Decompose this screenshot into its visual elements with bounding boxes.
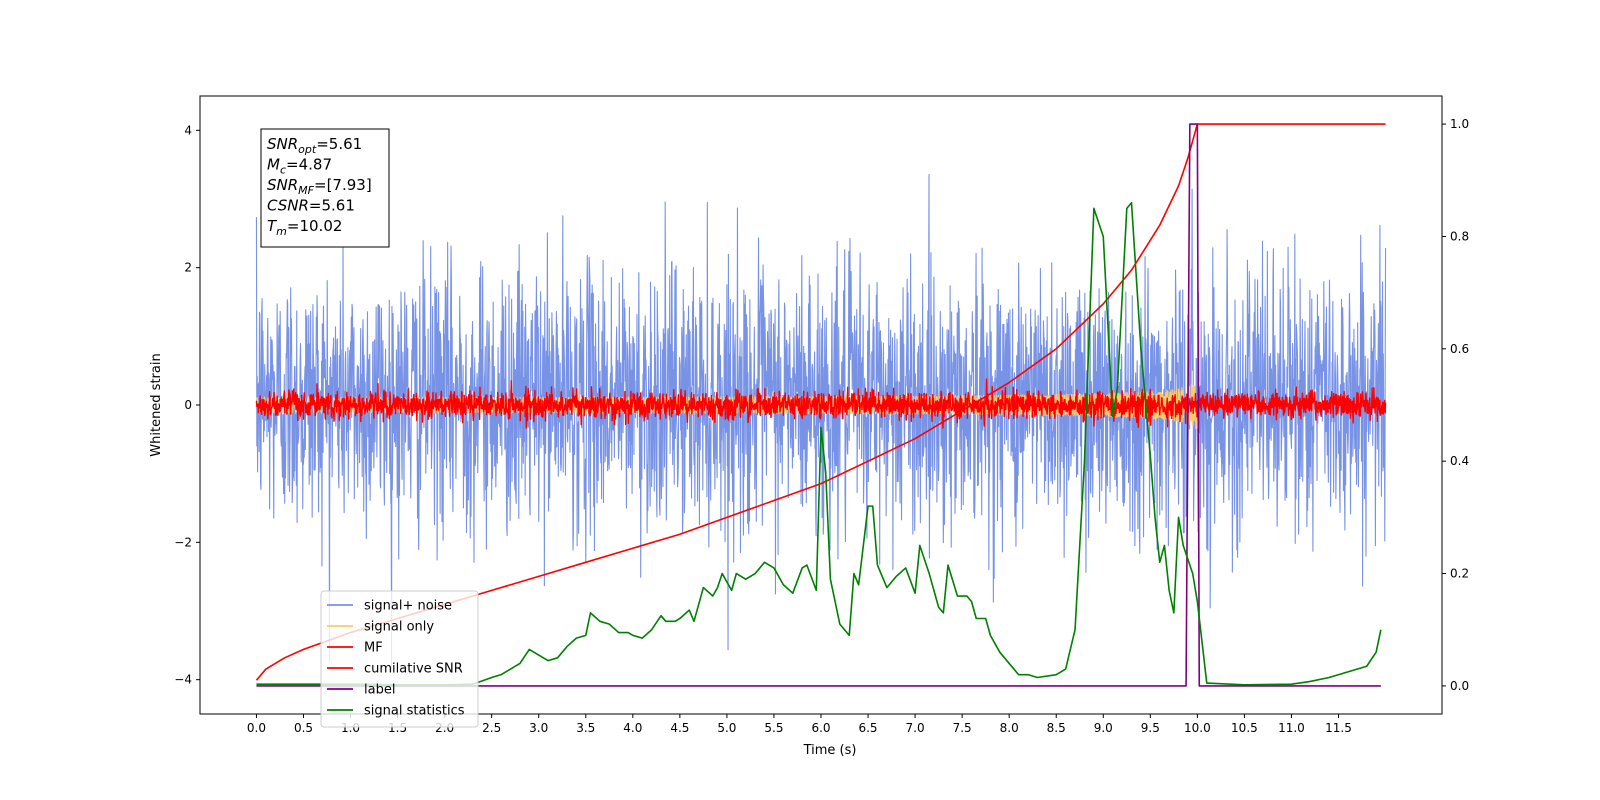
legend-entry: signal statistics [364, 704, 465, 719]
legend-entry: signal only [364, 620, 434, 635]
annotation-var: M [267, 156, 280, 174]
y-tick-label: −2 [174, 535, 192, 549]
y2-tick-label: 0.6 [1450, 342, 1469, 356]
x-tick-label: 7.5 [953, 721, 972, 735]
legend-frame [320, 590, 479, 728]
legend-entry: cumilative SNR [364, 662, 463, 677]
annotation-line: SNRMF=[7.93] [267, 176, 372, 197]
y-tick-label: 2 [184, 261, 192, 275]
y2-tick-label: 0.0 [1450, 679, 1469, 693]
x-tick-label: 10.0 [1184, 721, 1211, 735]
x-tick-label: 3.0 [529, 721, 548, 735]
annotation-line: Mc=4.87 [267, 156, 332, 177]
x-axis-label: Time (s) [803, 743, 857, 758]
annotation-line: Tm=10.02 [267, 217, 342, 238]
y-tick-label: −4 [174, 673, 192, 687]
x-tick-label: 0.0 [247, 721, 266, 735]
x-tick-label: 0.5 [294, 721, 313, 735]
y2-tick-label: 0.2 [1450, 567, 1469, 581]
annotation-subscript: m [276, 225, 287, 238]
annotation-value: =5.61 [316, 135, 362, 153]
legend-entry: label [364, 683, 395, 698]
y2-tick-label: 0.4 [1450, 454, 1469, 468]
y-tick-label: 0 [184, 398, 192, 412]
x-tick-label: 3.5 [576, 721, 595, 735]
annotation-subscript: MF [298, 184, 314, 197]
x-tick-label: 9.0 [1094, 721, 1113, 735]
x-tick-label: 8.0 [1000, 721, 1019, 735]
series-signal-statistics [256, 201, 1382, 686]
annotation-subscript: opt [298, 143, 317, 156]
series-label [256, 123, 1381, 687]
annotation-subscript: c [280, 164, 286, 177]
x-tick-label: 5.0 [717, 721, 736, 735]
y-axis-left: −4 −2 0 2 4 [174, 123, 200, 687]
annotation-value: =4.87 [286, 156, 332, 174]
x-tick-label: 4.5 [670, 721, 689, 735]
annotation-var: CSNR [267, 197, 309, 215]
stats-annotation-box: SNRopt=5.61Mc=4.87SNRMF=[7.93]CSNR=5.61T… [260, 128, 390, 248]
x-tick-label: 11.5 [1325, 721, 1352, 735]
y2-tick-label: 1.0 [1450, 117, 1469, 131]
x-tick-label: 7.0 [906, 721, 925, 735]
y-tick-label: 4 [184, 123, 192, 137]
annotation-var: T [267, 217, 278, 235]
annotation-var: SNR [267, 176, 298, 194]
x-tick-label: 5.5 [764, 721, 783, 735]
x-tick-label: 6.5 [858, 721, 877, 735]
annotation-value: =[7.93] [314, 176, 372, 194]
annotation-var: SNR [267, 135, 298, 153]
annotation-line: SNRopt=5.61 [267, 135, 362, 156]
y-axis-right: 0.0 0.2 0.4 0.6 0.8 1.0 [1442, 117, 1469, 693]
x-tick-label: 8.5 [1047, 721, 1066, 735]
legend-entry: MF [364, 641, 383, 656]
annotation-value: =5.61 [309, 197, 355, 215]
series-mf [255, 378, 1387, 429]
x-tick-label: 6.0 [811, 721, 830, 735]
x-tick-label: 11.0 [1278, 721, 1305, 735]
x-tick-label: 2.5 [482, 721, 501, 735]
x-tick-label: 4.0 [623, 721, 642, 735]
legend: signal+ noise signal only MF cumilative SNR… [320, 590, 479, 728]
y-axis-label: Whitened strain [149, 353, 164, 456]
annotation-line: CSNR=5.61 [267, 197, 355, 215]
legend-entry: signal+ noise [364, 599, 452, 614]
x-tick-label: 9.5 [1141, 721, 1160, 735]
y2-tick-label: 0.8 [1450, 229, 1469, 243]
annotation-frame [260, 128, 390, 248]
annotation-value: =10.02 [287, 217, 343, 235]
x-tick-label: 10.5 [1231, 721, 1258, 735]
